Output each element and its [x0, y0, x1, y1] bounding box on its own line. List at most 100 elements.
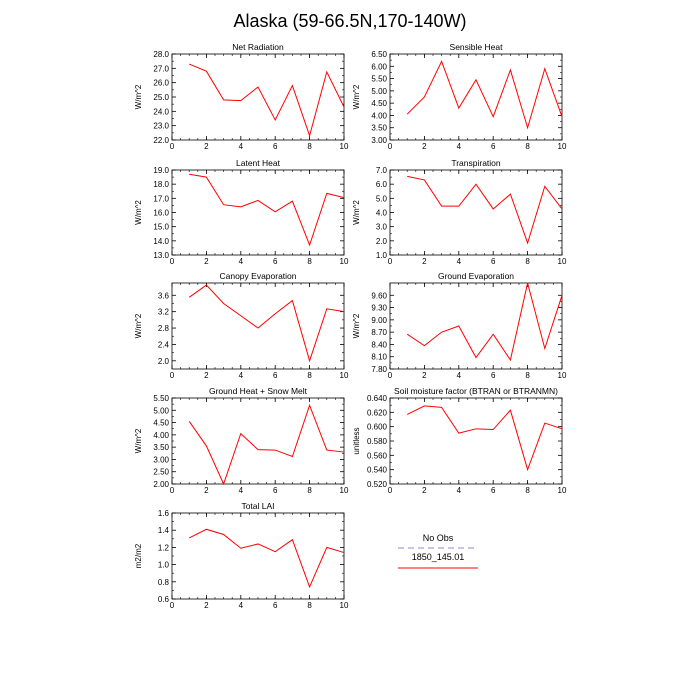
- x-tick-label: 10: [558, 486, 567, 495]
- y-tick-label: 1.0: [158, 561, 170, 570]
- y-tick-label: 9.30: [371, 304, 387, 313]
- x-tick-label: 10: [558, 371, 567, 380]
- x-tick-label: 2: [422, 371, 427, 380]
- y-axis-label: W/m^2: [352, 200, 361, 225]
- x-tick-label: 0: [388, 142, 393, 151]
- y-axis-label: unitless: [352, 427, 361, 454]
- y-tick-label: 0.540: [367, 466, 388, 475]
- y-tick-label: 3.0: [376, 223, 388, 232]
- y-tick-label: 2.4: [158, 340, 170, 349]
- y-tick-label: 5.00: [153, 406, 169, 415]
- y-axis-label: W/m^2: [134, 428, 143, 453]
- y-tick-label: 2.00: [153, 480, 169, 489]
- chart-panel-6: Ground Evaporation 0 2 4 6 8 10 7.80 8.10 8.40 8.7…: [352, 271, 567, 380]
- x-tick-label: 6: [273, 371, 278, 380]
- y-tick-label: 8.40: [371, 340, 387, 349]
- x-tick-label: 0: [170, 601, 175, 610]
- x-tick-label: 0: [388, 371, 393, 380]
- y-axis-label: W/m^2: [352, 313, 361, 338]
- x-tick-label: 4: [457, 142, 462, 151]
- y-axis-label: m2/m2: [134, 543, 143, 568]
- y-tick-label: 13.0: [153, 251, 169, 260]
- x-tick-label: 0: [170, 371, 175, 380]
- chart-panel-1: Net Radiation 0 2 4 6 8 10 22.0 23.0 24.0 25.0 26.0…: [134, 42, 349, 151]
- series-line: [406, 405, 563, 472]
- y-tick-label: 4.00: [153, 431, 169, 440]
- series-line: [189, 63, 345, 138]
- y-tick-label: 0.580: [367, 437, 388, 446]
- legend-label: No Obs: [423, 533, 454, 543]
- x-tick-label: 8: [307, 257, 312, 266]
- panel-title: Soil moisture factor (BTRAN or BTRANMN): [394, 386, 558, 396]
- y-axis-label: W/m^2: [352, 84, 361, 109]
- x-tick-label: 10: [340, 601, 349, 610]
- x-tick-label: 4: [239, 257, 244, 266]
- y-tick-label: 4.0: [376, 209, 388, 218]
- x-tick-label: 6: [273, 257, 278, 266]
- chart-panel-2: Sensible Heat 0 2 4 6 8 10 3.00 3.50 4.00 4.50 5.00…: [352, 42, 567, 151]
- x-tick-label: 6: [273, 601, 278, 610]
- y-tick-label: 9.60: [371, 291, 387, 300]
- x-tick-label: 10: [340, 486, 349, 495]
- y-tick-label: 0.640: [367, 394, 388, 403]
- x-tick-label: 0: [388, 257, 393, 266]
- legend-label: 1850_145.01: [412, 552, 465, 562]
- y-tick-label: 5.50: [371, 75, 387, 84]
- x-tick-label: 8: [525, 371, 530, 380]
- chart-panel-7: Ground Heat + Snow Melt 0 2 4 6 8 10 2.00 2.50 3.…: [134, 386, 349, 495]
- x-tick-label: 4: [239, 371, 244, 380]
- series-line: [188, 528, 345, 589]
- y-tick-label: 0.620: [367, 408, 388, 417]
- y-tick-label: 7.80: [371, 365, 387, 374]
- plot-frame: [171, 512, 345, 600]
- plot-frame: [389, 397, 563, 485]
- chart-panel-3: Latent Heat 0 2 4 6 8 10 13.0 14.0 15.0 16.0 17.0 18…: [134, 158, 349, 266]
- y-tick-label: 26.0: [153, 79, 169, 88]
- y-tick-label: 4.00: [371, 111, 387, 120]
- chart-panel-5: Canopy Evaporation 0 2 4 6 8 10 2.0 2.4 2.8 3.2 3.6…: [134, 271, 349, 380]
- x-tick-label: 10: [558, 257, 567, 266]
- chart-panel-4: Transpiration 0 2 4 6 8 10 1.0 2.0 3.0 4.0 5.0 6.0 7.…: [352, 158, 567, 266]
- y-tick-label: 9.00: [371, 316, 387, 325]
- x-tick-label: 6: [491, 371, 496, 380]
- x-tick-label: 10: [558, 142, 567, 151]
- x-tick-label: 4: [457, 371, 462, 380]
- y-tick-label: 1.6: [158, 509, 170, 518]
- x-tick-label: 0: [388, 486, 393, 495]
- panel-title: Canopy Evaporation: [219, 271, 296, 281]
- y-tick-label: 0.8: [158, 578, 170, 587]
- x-tick-label: 0: [170, 257, 175, 266]
- y-tick-label: 7.0: [376, 166, 388, 175]
- series-line: [188, 403, 345, 486]
- panel-title: Net Radiation: [232, 42, 284, 52]
- y-tick-label: 2.50: [153, 468, 169, 477]
- y-tick-label: 3.50: [153, 443, 169, 452]
- x-tick-label: 6: [491, 486, 496, 495]
- series-line: [407, 175, 563, 245]
- x-tick-label: 6: [273, 142, 278, 151]
- panel-title: Sensible Heat: [450, 42, 504, 52]
- x-tick-label: 8: [525, 142, 530, 151]
- series-line: [188, 284, 345, 363]
- x-tick-label: 8: [307, 142, 312, 151]
- y-tick-label: 28.0: [153, 50, 169, 59]
- y-axis-label: W/m^2: [134, 84, 143, 109]
- y-axis-label: W/m^2: [134, 313, 143, 338]
- panel-title: Total LAI: [241, 501, 274, 511]
- x-tick-label: 2: [204, 486, 209, 495]
- chart-panel-8: Soil moisture factor (BTRAN or BTRANMN) 0…: [352, 386, 567, 495]
- x-tick-label: 6: [491, 142, 496, 151]
- series-line: [189, 173, 345, 247]
- plot-frame: [171, 282, 345, 370]
- x-tick-label: 10: [340, 371, 349, 380]
- x-tick-label: 2: [204, 601, 209, 610]
- x-tick-label: 4: [239, 601, 244, 610]
- x-tick-label: 4: [239, 142, 244, 151]
- y-tick-label: 0.6: [158, 595, 170, 604]
- y-tick-label: 0.520: [367, 480, 388, 489]
- x-tick-label: 2: [422, 142, 427, 151]
- y-tick-label: 15.0: [153, 223, 169, 232]
- y-tick-label: 2.8: [158, 324, 170, 333]
- y-tick-label: 18.0: [153, 180, 169, 189]
